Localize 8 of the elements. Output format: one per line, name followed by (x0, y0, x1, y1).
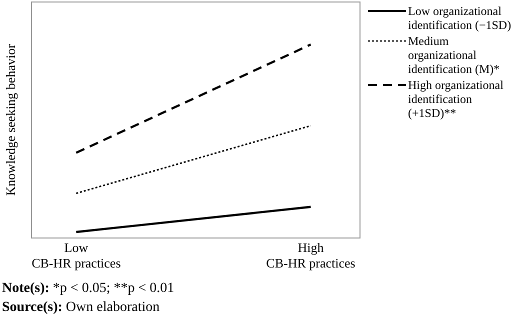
legend-label: High organizational identification (+1SD)** (408, 78, 504, 120)
x-tick-label: Low CB-HR practices (32, 240, 121, 271)
source-note: Source(s): Own elaboration (2, 300, 160, 315)
text: Note(s): *p < 0.05; **p < 0.01 (2, 281, 174, 296)
legend-label: Medium organizational identification (M)* (408, 34, 501, 76)
y-axis-title: Knowledge seeking behavior (3, 43, 18, 196)
legend-label: Low organizational identification (−1SD) (408, 4, 512, 32)
x-tick-label: High CB-HR practices (266, 240, 356, 271)
